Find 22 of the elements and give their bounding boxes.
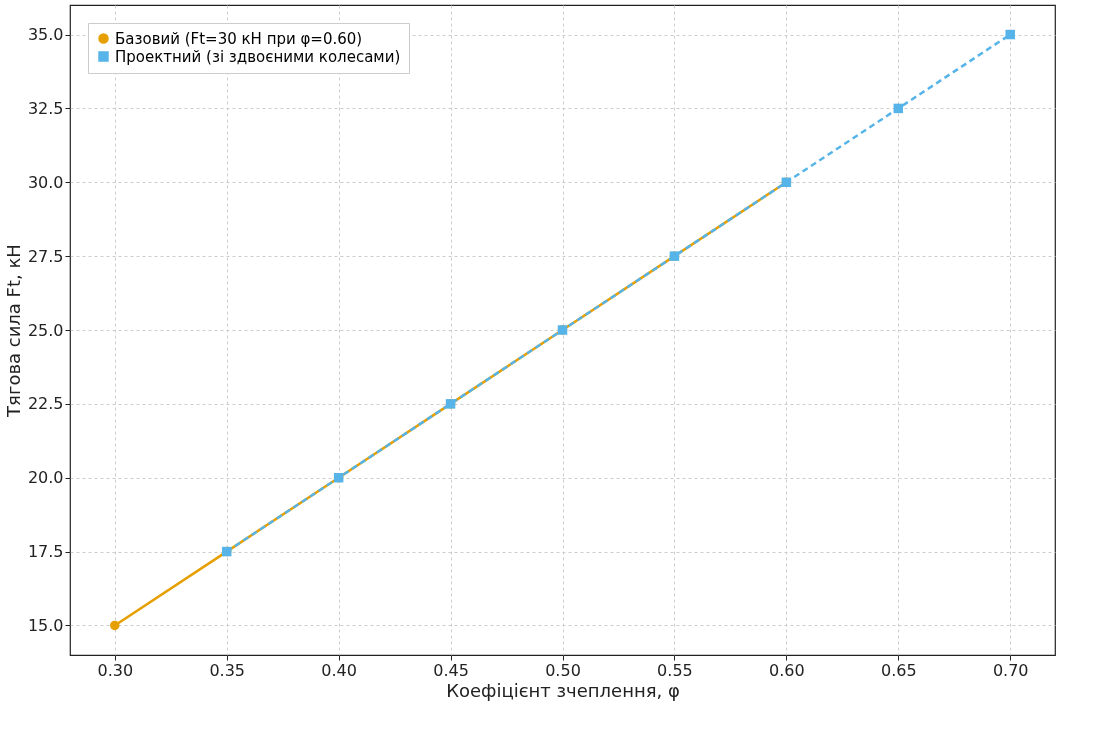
x-tick-label: 0.35 [209,660,246,680]
x-tick-label: 0.40 [321,660,357,680]
x-axis-title: Коефіцієнт зчеплення, φ [446,679,680,701]
legend-label: Проектний (зі здвоєними колесами) [115,47,401,66]
y-tick-label: 22.5 [27,394,64,414]
y-axis-title: Тягова сила Ft, кН [2,244,24,418]
x-tick-label: 0.70 [992,660,1029,680]
x-tick-label: 0.50 [545,660,581,680]
y-tick-label: 32.5 [27,98,64,118]
x-tick-label: 0.65 [880,660,917,680]
legend-label: Базовий (Ft=30 кН при φ=0.60) [115,29,363,48]
x-tick-label: 0.60 [769,660,805,680]
x-tick-label: 0.55 [657,660,693,680]
y-tick-label: 27.5 [27,246,64,266]
y-tick-label: 35.0 [27,25,64,45]
y-tick-label: 25.0 [27,320,64,340]
x-tick-label: 0.45 [433,660,469,680]
x-tick-label: 0.30 [97,660,134,680]
y-tick-label: 15.0 [27,615,64,635]
y-tick-label: 20.0 [27,468,64,488]
y-tick-label: 30.0 [27,172,64,192]
y-tick-label: 17.5 [27,542,64,562]
